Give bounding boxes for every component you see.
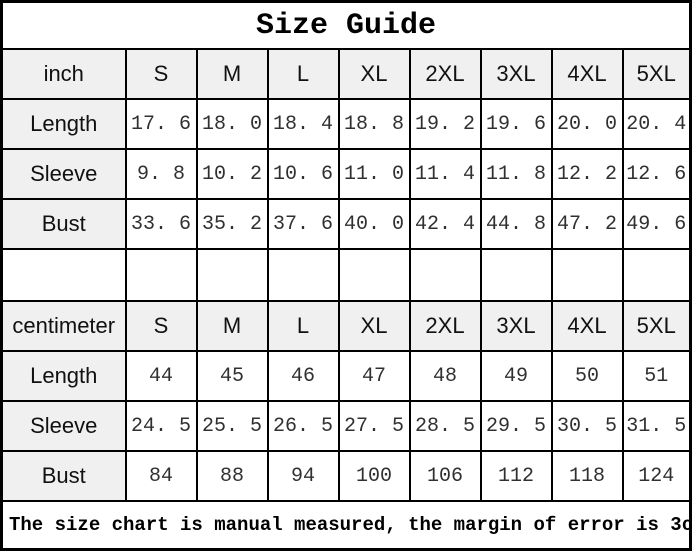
value-cell: 31. 5 [621, 400, 692, 452]
cm-length-row: Length 44 45 46 47 48 49 50 51 [0, 350, 692, 402]
spacer-cell [479, 248, 553, 302]
size-header-3xl: 3XL [479, 48, 553, 100]
row-label-bust: Bust [0, 198, 127, 250]
spacer-cell [266, 248, 340, 302]
row-label-sleeve: Sleeve [0, 400, 127, 452]
value-cell: 11. 0 [337, 148, 411, 200]
spacer-cell [408, 248, 482, 302]
value-cell: 10. 2 [195, 148, 269, 200]
size-header-xl: XL [337, 48, 411, 100]
size-header-s: S [124, 48, 198, 100]
unit-label-inch: inch [0, 48, 127, 100]
value-cell: 10. 6 [266, 148, 340, 200]
value-cell: 27. 5 [337, 400, 411, 452]
size-header-xl: XL [337, 300, 411, 352]
size-header-3xl: 3XL [479, 300, 553, 352]
value-cell: 118 [550, 450, 624, 502]
spacer-cell [124, 248, 198, 302]
spacer-cell [621, 248, 692, 302]
value-cell: 44 [124, 350, 198, 402]
size-header-l: L [266, 300, 340, 352]
value-cell: 11. 8 [479, 148, 553, 200]
value-cell: 112 [479, 450, 553, 502]
value-cell: 24. 5 [124, 400, 198, 452]
size-header-4xl: 4XL [550, 300, 624, 352]
value-cell: 94 [266, 450, 340, 502]
value-cell: 28. 5 [408, 400, 482, 452]
value-cell: 84 [124, 450, 198, 502]
inch-bust-row: Bust 33. 6 35. 2 37. 6 40. 0 42. 4 44. 8… [0, 198, 692, 250]
spacer-cell [0, 248, 127, 302]
title-row: Size Guide [0, 0, 692, 50]
value-cell: 19. 2 [408, 98, 482, 150]
value-cell: 18. 0 [195, 98, 269, 150]
spacer-cell [337, 248, 411, 302]
spacer-cell [550, 248, 624, 302]
size-header-2xl: 2XL [408, 48, 482, 100]
value-cell: 17. 6 [124, 98, 198, 150]
inch-sleeve-row: Sleeve 9. 8 10. 2 10. 6 11. 0 11. 4 11. … [0, 148, 692, 200]
row-label-length: Length [0, 350, 127, 402]
value-cell: 9. 8 [124, 148, 198, 200]
centimeter-header-row: centimeter S M L XL 2XL 3XL 4XL 5XL [0, 300, 692, 352]
value-cell: 106 [408, 450, 482, 502]
value-cell: 12. 6 [621, 148, 692, 200]
size-header-2xl: 2XL [408, 300, 482, 352]
value-cell: 49 [479, 350, 553, 402]
value-cell: 100 [337, 450, 411, 502]
inch-header-row: inch S M L XL 2XL 3XL 4XL 5XL [0, 48, 692, 100]
value-cell: 11. 4 [408, 148, 482, 200]
value-cell: 20. 0 [550, 98, 624, 150]
size-header-m: M [195, 300, 269, 352]
value-cell: 25. 5 [195, 400, 269, 452]
row-label-length: Length [0, 98, 127, 150]
value-cell: 46 [266, 350, 340, 402]
footer-row: The size chart is manual measured, the m… [0, 500, 692, 551]
value-cell: 47. 2 [550, 198, 624, 250]
value-cell: 37. 6 [266, 198, 340, 250]
value-cell: 20. 4 [621, 98, 692, 150]
value-cell: 40. 0 [337, 198, 411, 250]
inch-length-row: Length 17. 6 18. 0 18. 4 18. 8 19. 2 19.… [0, 98, 692, 150]
spacer-cell [195, 248, 269, 302]
value-cell: 35. 2 [195, 198, 269, 250]
row-label-sleeve: Sleeve [0, 148, 127, 200]
value-cell: 49. 6 [621, 198, 692, 250]
footer-note: The size chart is manual measured, the m… [0, 500, 692, 551]
value-cell: 30. 5 [550, 400, 624, 452]
value-cell: 33. 6 [124, 198, 198, 250]
value-cell: 47 [337, 350, 411, 402]
value-cell: 50 [550, 350, 624, 402]
value-cell: 48 [408, 350, 482, 402]
cm-bust-row: Bust 84 88 94 100 106 112 118 124 [0, 450, 692, 502]
size-header-5xl: 5XL [621, 300, 692, 352]
row-label-bust: Bust [0, 450, 127, 502]
value-cell: 19. 6 [479, 98, 553, 150]
value-cell: 51 [621, 350, 692, 402]
size-header-m: M [195, 48, 269, 100]
value-cell: 18. 8 [337, 98, 411, 150]
value-cell: 26. 5 [266, 400, 340, 452]
value-cell: 44. 8 [479, 198, 553, 250]
cm-sleeve-row: Sleeve 24. 5 25. 5 26. 5 27. 5 28. 5 29.… [0, 400, 692, 452]
value-cell: 18. 4 [266, 98, 340, 150]
value-cell: 29. 5 [479, 400, 553, 452]
value-cell: 42. 4 [408, 198, 482, 250]
spacer-row [0, 248, 692, 302]
size-guide-title: Size Guide [0, 0, 692, 50]
value-cell: 124 [621, 450, 692, 502]
value-cell: 45 [195, 350, 269, 402]
unit-label-centimeter: centimeter [0, 300, 127, 352]
size-header-l: L [266, 48, 340, 100]
size-header-5xl: 5XL [621, 48, 692, 100]
value-cell: 88 [195, 450, 269, 502]
size-header-s: S [124, 300, 198, 352]
value-cell: 12. 2 [550, 148, 624, 200]
size-header-4xl: 4XL [550, 48, 624, 100]
